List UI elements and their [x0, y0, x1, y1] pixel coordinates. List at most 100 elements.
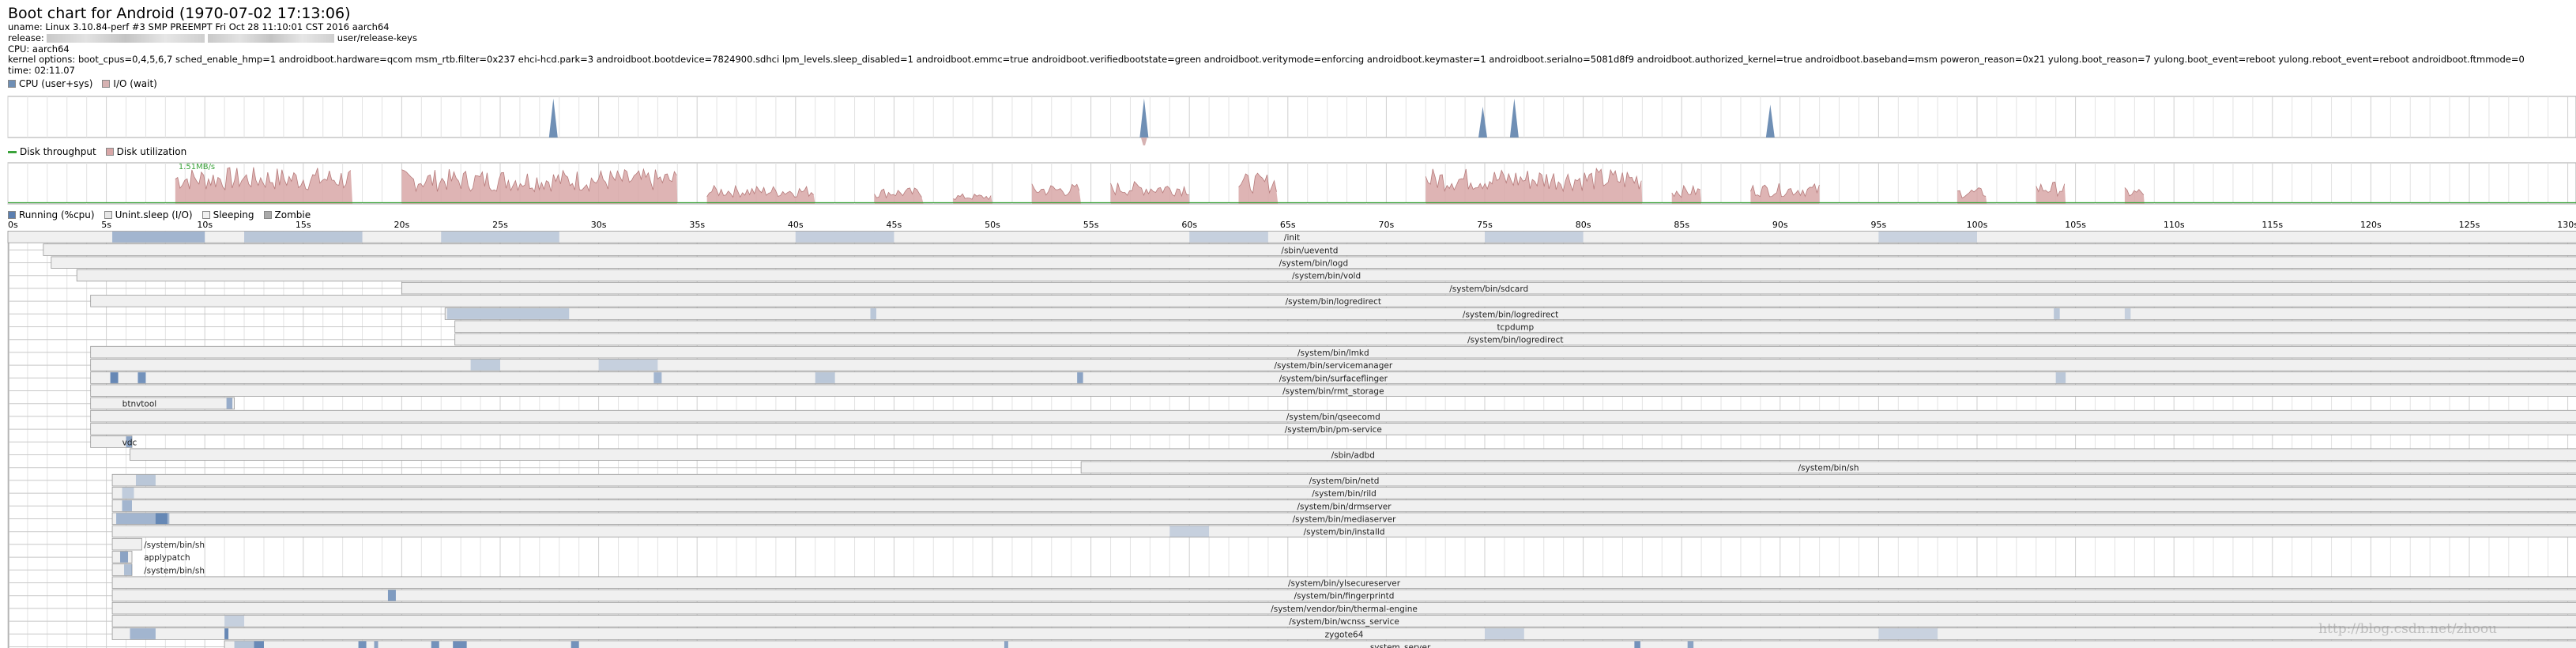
disk-chart: 1.51MB/s [7, 162, 2576, 205]
process-bar [76, 269, 2576, 282]
x-tick-label: 110s [2164, 220, 2185, 230]
process-name-label: /sbin/adbd [1331, 451, 1375, 461]
process-run-segment [653, 372, 662, 383]
process-bar [111, 537, 142, 551]
disk-util-edge [874, 187, 922, 199]
process-bar [111, 601, 2576, 615]
process-bar [130, 448, 2576, 461]
process-run-segment [234, 641, 264, 648]
process-run-segment [1634, 641, 1640, 648]
process-run-segment [1485, 232, 1584, 243]
x-tick-label: 30s [591, 220, 607, 230]
process-name-label: /system/bin/surfaceflinger [1279, 374, 1388, 383]
legend-zombie: Zombie [263, 209, 311, 220]
cpu-spike [1478, 107, 1488, 138]
x-tick-label: 125s [2459, 220, 2480, 230]
process-name-label: /system/bin/sh [1798, 464, 1859, 473]
process-run-segment [122, 488, 134, 499]
legend-disk-util: Disk utilization [105, 146, 186, 157]
process-run-segment [135, 474, 156, 486]
x-tick-label: 5s [101, 220, 111, 230]
process-run-segment [431, 641, 439, 648]
cpu-spike [1509, 98, 1519, 138]
process-bar [111, 627, 2576, 640]
process-bar [111, 473, 2576, 487]
cpu-legend: CPU (user+sys) I/O (wait) [8, 78, 157, 89]
process-name-label: system_server [1370, 643, 1431, 648]
process-run-segment [387, 590, 396, 601]
process-run-segment [1169, 526, 1210, 537]
process-run-segment [1687, 641, 1694, 648]
process-run-segment [446, 308, 570, 319]
process-bar [43, 243, 2576, 256]
disk-util-area [2124, 187, 2145, 204]
legend-io-label: I/O (wait) [113, 78, 157, 89]
process-run-segment [795, 232, 894, 243]
process-run-segment [226, 397, 233, 409]
process-run-segment [870, 308, 876, 319]
legend-io: I/O (wait) [102, 78, 157, 89]
process-name-label: zygote64 [1325, 630, 1364, 639]
throughput-peak-label: 1.51MB/s [179, 163, 215, 171]
redacted-release-block [47, 33, 205, 43]
process-run-segment [441, 232, 559, 243]
cpu-spike [1765, 104, 1775, 138]
process-name-label: /system/bin/rmt_storage [1282, 387, 1384, 397]
disk-util-edge [1425, 168, 1642, 193]
legend-running: Running (%cpu) [8, 209, 95, 220]
process-name-label: /system/bin/logd [1279, 259, 1348, 269]
process-name-label: /system/bin/qseecomd [1286, 413, 1380, 422]
process-name-label: /sbin/ueventd [1281, 246, 1338, 255]
process-name-label: /system/bin/fingerprintd [1294, 592, 1395, 601]
process-bar [90, 423, 2576, 435]
process-run-segment [130, 628, 156, 639]
process-run-segment [1878, 628, 1938, 639]
cpu-spike [1139, 98, 1149, 138]
x-tick-label: 130s [2557, 220, 2576, 230]
legend-running-label: Running (%cpu) [19, 209, 95, 220]
process-run-segment [453, 641, 467, 648]
process-run-segment [2055, 372, 2066, 383]
process-run-segment [2054, 308, 2060, 319]
process-bar [454, 333, 2576, 346]
process-bar [224, 640, 2576, 648]
x-tick-label: 90s [1772, 220, 1788, 230]
process-chart: 0s 5s 10s 15s 20s 25s 30s 35s 40s 45s 50s 55s 60s 65s… [7, 220, 2576, 648]
process-bar [111, 576, 2576, 589]
process-run-segment [470, 360, 500, 371]
cpu-plot-area [7, 96, 2576, 138]
process-run-segment [374, 641, 378, 648]
process-run-segment [571, 641, 579, 648]
release-line: release: user/release-keys [8, 32, 2568, 44]
process-run-segment [155, 513, 168, 525]
disk-util-area [1957, 187, 1987, 204]
process-name-label: /system/bin/logredirect [1467, 336, 1563, 345]
process-run-segment [1878, 232, 1977, 243]
process-name-label: /system/bin/ylsecureserver [1288, 579, 1401, 589]
process-run-segment [1189, 232, 1268, 243]
process-name-label: /system/bin/sdcard [1449, 284, 1528, 294]
legend-unint-swatch [104, 211, 112, 219]
process-run-segment [244, 232, 363, 243]
process-run-segment [122, 500, 132, 511]
disk-util-edge [2036, 181, 2066, 198]
process-bar [111, 563, 133, 576]
process-name-label: /system/vendor/bin/thermal-engine [1271, 605, 1418, 614]
disk-legend: Disk throughput Disk utilization [8, 146, 186, 157]
disk-plot-area [7, 162, 2576, 205]
disk-util-area [953, 194, 992, 204]
disk-util-edge [1750, 183, 1820, 198]
legend-cpu-label: CPU (user+sys) [19, 78, 93, 89]
x-tick-label: 70s [1379, 220, 1395, 230]
disk-util-edge [1110, 181, 1189, 198]
x-tick-label: 85s [1674, 220, 1689, 230]
process-run-segment [1004, 641, 1008, 648]
legend-cpu-swatch [8, 80, 16, 88]
process-name-label: btnvtool [122, 400, 157, 409]
process-run-segment [2124, 308, 2131, 319]
x-tick-label: 35s [689, 220, 705, 230]
process-run-segment [224, 628, 229, 639]
legend-sleeping-label: Sleeping [213, 209, 254, 220]
process-run-segment [112, 232, 205, 243]
process-name-label: /system/bin/logredirect [1286, 297, 1381, 307]
